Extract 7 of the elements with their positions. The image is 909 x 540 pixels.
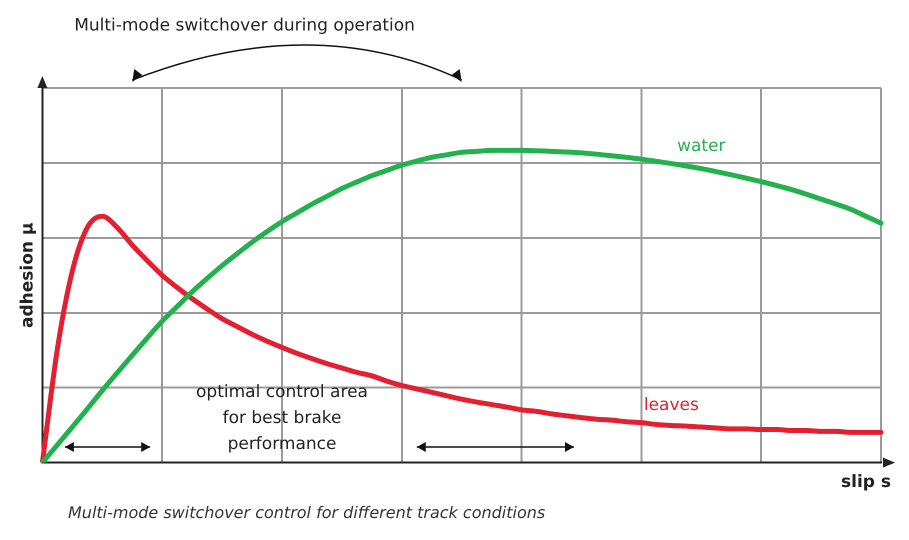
x-axis-title: slip s xyxy=(841,472,891,492)
annotation: optimal control area for best brake performance xyxy=(196,382,368,454)
y-axis-title: adhesion µ xyxy=(18,222,38,328)
series-label: leaves xyxy=(644,394,699,415)
text: Multi-mode switchover control for different track conditions xyxy=(68,503,546,522)
text: Multi-mode switchover during operation xyxy=(74,15,415,36)
series-label: water xyxy=(677,136,726,156)
